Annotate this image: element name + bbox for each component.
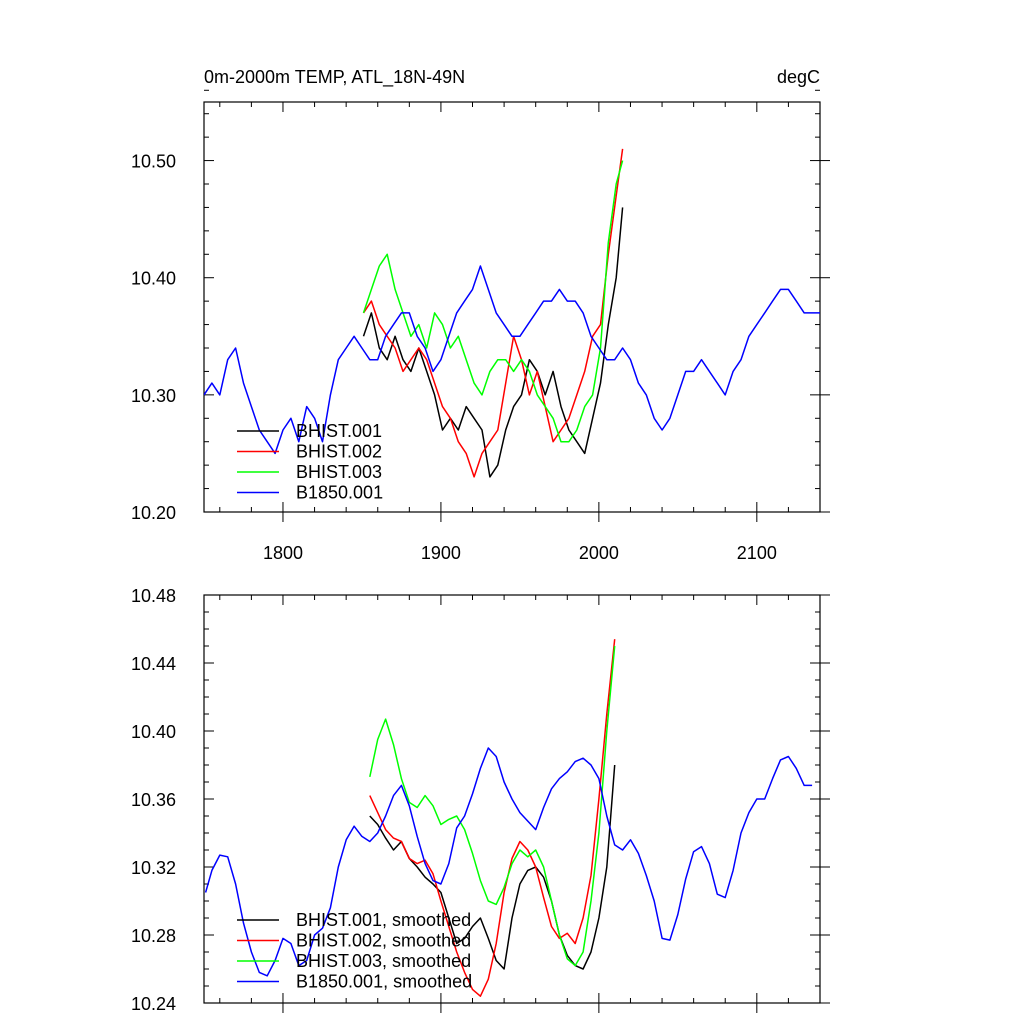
- bottom-y-tick-label: 10.48: [131, 586, 176, 606]
- bottom-plot-area: 10.24 10.28 10.32 10.36 10.40 10.44 10.48 BHIST…: [131, 586, 830, 1014]
- top-y-tick-label: 10.40: [131, 269, 176, 289]
- top-y-tick-label: 10.30: [131, 386, 176, 406]
- top-legend-label: BHIST.001: [296, 421, 382, 441]
- bottom-y-tick-label: 10.28: [131, 926, 176, 946]
- top-panel-units: degC: [777, 67, 820, 87]
- top-panel: 0m-2000m TEMP, ATL_18N-49N degC 1800 1900…: [131, 67, 830, 563]
- bottom-y-tick-label: 10.44: [131, 654, 176, 674]
- bottom-series-line-bhist-002-smoothed: [369, 639, 616, 997]
- top-plot-area: 1800 1900 2000 2100 10.20 10.30 10.40 10.50 BHIS…: [131, 89, 830, 563]
- bottom-y-tick-label: 10.36: [131, 790, 176, 810]
- top-legend-label: BHIST.003: [296, 462, 382, 482]
- top-series-line-bhist-003: [362, 160, 624, 443]
- top-series-line-b1850-001: [204, 265, 820, 455]
- top-plot-frame: [203, 101, 821, 513]
- bottom-legend-label: BHIST.002, smoothed: [296, 931, 471, 951]
- top-series-line-bhist-002: [362, 148, 624, 478]
- bottom-legend-label: BHIST.003, smoothed: [296, 951, 471, 971]
- bottom-panel: 10.24 10.28 10.32 10.36 10.40 10.44 10.48 BHIST…: [131, 586, 830, 1014]
- bottom-series-group: [204, 639, 813, 997]
- top-x-tick-label: 1900: [421, 543, 461, 563]
- top-y-tick-label: 10.50: [131, 152, 176, 172]
- top-x-tick-label: 1800: [263, 543, 303, 563]
- bottom-legend-label: BHIST.001, smoothed: [296, 910, 471, 930]
- top-x-tick-label: 2100: [737, 543, 777, 563]
- bottom-y-tick-label: 10.24: [131, 994, 176, 1014]
- top-y-tick-label: 10.20: [131, 503, 176, 523]
- top-legend-label: BHIST.002: [296, 442, 382, 462]
- top-panel-title: 0m-2000m TEMP, ATL_18N-49N: [204, 67, 465, 88]
- bottom-y-tick-label: 10.40: [131, 722, 176, 742]
- bottom-series-line-b1850-001-smoothed: [204, 747, 813, 977]
- bottom-y-tick-label: 10.32: [131, 858, 176, 878]
- top-series-group: [204, 148, 820, 478]
- top-x-tick-label: 2000: [579, 543, 619, 563]
- bottom-legend-label: B1850.001, smoothed: [296, 972, 472, 992]
- bottom-series-line-bhist-003-smoothed: [369, 645, 616, 967]
- top-legend-label: B1850.001: [296, 483, 383, 503]
